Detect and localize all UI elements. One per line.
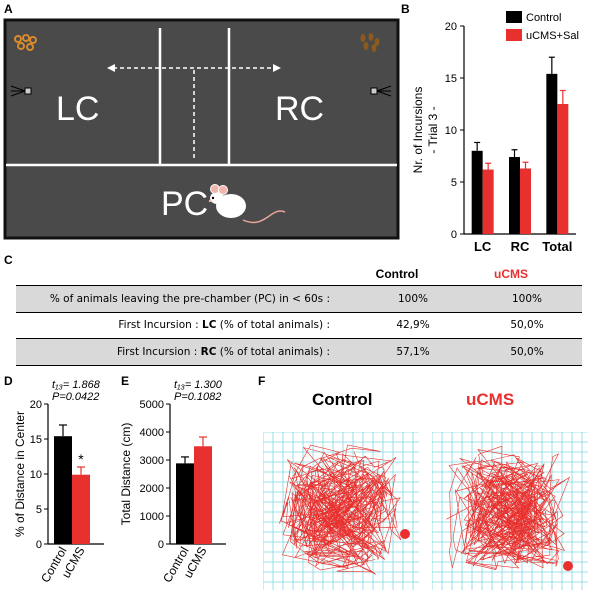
right-lamp-icon [370, 85, 392, 97]
bar [176, 463, 194, 544]
category-label: Total [542, 239, 572, 254]
table-row: First Incursion : RC (% of total animals… [16, 338, 582, 366]
table-row: % of animals leaving the pre-chamber (PC… [16, 285, 582, 313]
left-chamber-label: LC [56, 90, 99, 128]
total-distance-chart: 0 1000 2000 3000 4000 5000 Total Distance (cm)… [119, 379, 226, 585]
track-end-marker [563, 561, 573, 571]
arrow-left-icon [107, 64, 115, 72]
center-distance-chart: 0 5 10 15 20% of Distance in Center t₁₃= 1.86… [13, 379, 104, 585]
track-plot-control [263, 432, 419, 590]
table-row: First Incursion : LC (% of total animals… [16, 312, 582, 338]
panel-letter-c: C [4, 253, 13, 267]
table-row-label: % of animals leaving the pre-chamber (PC… [49, 293, 330, 305]
track-title-control: Control [312, 390, 373, 409]
y-tick-label: 5000 [140, 399, 164, 411]
category-label: RC [511, 239, 530, 254]
table-row-label: First Incursion : LC (% of total animals… [118, 319, 330, 331]
stat-p: P=0.0422 [52, 391, 99, 403]
bar [546, 73, 558, 234]
table-header-ucms: uCMS [494, 267, 528, 281]
legend-label: uCMS+Sal [526, 30, 579, 42]
bar [482, 169, 494, 234]
panel-letter-b: B [401, 2, 410, 16]
table-cell-control: 100% [397, 293, 429, 305]
legend-label: Control [526, 12, 561, 24]
track-title-ucms: uCMS [466, 390, 515, 409]
table-cell-ucms: 50,0% [510, 319, 544, 331]
y-tick-label: 4000 [140, 427, 164, 439]
category-label: LC [474, 239, 492, 254]
track-plot-ucms [432, 432, 588, 590]
incursions-chart: Nr. of Incursions - Trial 3 - 0 5 10 15 20 LC… [411, 11, 579, 254]
table-header-control: Control [375, 267, 419, 281]
stat-t: t₁₃= 1.300 [174, 379, 223, 391]
legend-swatch [506, 29, 522, 41]
right-reward-icon [360, 33, 380, 52]
bar [509, 157, 520, 234]
panel-letter-e: E [121, 374, 130, 388]
right-chamber-label: RC [275, 90, 324, 128]
arena-diagram: LC RC PC [3, 18, 400, 240]
y-tick-label: 0 [158, 539, 164, 551]
y-tick-label: 0 [36, 539, 42, 551]
incursions-y-label: Nr. of Incursions - Trial 3 - [411, 87, 440, 174]
y-tick-label: 20 [445, 21, 457, 33]
panel-letter-a: A [4, 2, 13, 16]
arena-floor [3, 18, 400, 240]
track-path [446, 445, 571, 570]
incursion-summary-table: Control uCMS % of animals leaving the pr… [0, 262, 595, 366]
y-tick-label: 10 [30, 469, 42, 481]
y-tick-label: 5 [36, 504, 42, 516]
significance-marker: * [78, 451, 84, 467]
table-cell-ucms: 50,0% [510, 346, 544, 358]
left-reward-icon [14, 34, 37, 51]
y-tick-label: 15 [445, 73, 457, 85]
y-tick-label: 20 [30, 399, 42, 411]
incursions-legend: Control uCMS+Sal [506, 11, 579, 42]
y-tick-label: 3000 [140, 455, 164, 467]
bar [72, 474, 90, 544]
y-tick-label: 2000 [140, 483, 164, 495]
track-end-marker [400, 529, 410, 539]
table-cell-control: 57,1% [396, 346, 430, 358]
y-axis-label: - Trial 3 - [426, 106, 440, 153]
pre-chamber-label: PC [161, 185, 208, 223]
y-tick-label: 10 [445, 125, 457, 137]
bar [520, 168, 531, 234]
y-tick-label: 0 [451, 229, 457, 241]
mouse-icon [208, 184, 286, 224]
bar [557, 104, 569, 234]
panel-letter-f: F [258, 374, 266, 388]
bar [54, 436, 72, 544]
y-axis-label: Total Distance (cm) [119, 423, 133, 526]
stat-p: P=0.1082 [174, 391, 221, 403]
arrow-right-icon [273, 64, 281, 72]
legend-swatch [506, 11, 522, 23]
stat-t: t₁₃= 1.868 [52, 379, 101, 391]
left-lamp-icon [10, 85, 32, 97]
y-tick-label: 1000 [140, 511, 164, 523]
table-cell-control: 42,9% [396, 319, 430, 331]
table-row-label: First Incursion : RC (% of total animals… [116, 346, 330, 358]
y-axis-label: Nr. of Incursions [411, 87, 425, 174]
panel-letter-d: D [4, 374, 13, 388]
y-tick-label: 15 [30, 434, 42, 446]
table-cell-ucms: 100% [511, 293, 543, 305]
bar [471, 150, 483, 234]
bar [194, 446, 212, 544]
y-axis-label: % of Distance in Center [13, 411, 27, 537]
track-path [279, 444, 402, 575]
y-tick-label: 5 [451, 177, 457, 189]
